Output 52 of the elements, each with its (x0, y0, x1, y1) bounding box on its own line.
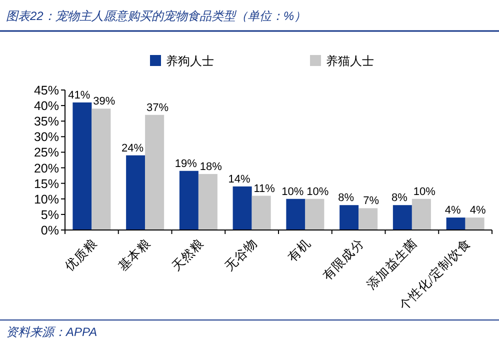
bar (145, 114, 164, 230)
y-tick-label: 40% (34, 99, 59, 114)
data-label: 10% (306, 186, 329, 198)
bar (340, 205, 359, 230)
x-tick-label: 基本粮 (116, 236, 154, 274)
y-tick-label: 25% (34, 146, 59, 160)
data-label: 14% (228, 173, 251, 186)
chart-title: 图表22：宠物主人愿意购买的宠物食品类型（单位：%） (6, 9, 306, 23)
data-label: 41% (68, 89, 90, 102)
y-tick-label: 20% (34, 161, 59, 176)
bar (232, 186, 252, 230)
data-label: 4% (444, 204, 461, 217)
text: 资料来源：APPA (6, 325, 98, 339)
data-label: 18% (200, 161, 222, 173)
bar (392, 205, 412, 230)
data-label: 39% (93, 96, 116, 108)
x-tick-label: 有限成分 (320, 236, 367, 283)
y-tick-label: 0% (40, 224, 59, 238)
y-tick-label: 10% (34, 192, 59, 206)
y-tick-label: 45% (34, 84, 59, 98)
bar (92, 108, 111, 230)
data-label: 24% (122, 142, 144, 154)
x-tick-label: 天然粮 (169, 236, 207, 274)
data-label: 8% (338, 192, 354, 204)
y-tick-label: 15% (34, 176, 59, 191)
x-tick-label: 有机 (285, 236, 314, 265)
bar (179, 170, 198, 230)
data-label: 37% (146, 102, 169, 114)
bar (286, 198, 306, 230)
bar (465, 218, 484, 230)
y-tick-label: 5% (40, 208, 59, 222)
legend-label: 养猫人士 (326, 54, 374, 68)
data-label: 19% (174, 158, 198, 170)
bar (72, 102, 92, 230)
bar (126, 155, 146, 230)
data-label: 4% (470, 204, 486, 217)
data-label: 10% (282, 186, 304, 198)
x-tick-label: 优质粮 (62, 236, 100, 274)
bar (412, 198, 431, 230)
data-label: 10% (413, 186, 436, 198)
y-tick-label: 35% (34, 114, 59, 129)
y-tick-label: 30% (34, 130, 59, 144)
data-label: 8% (391, 192, 408, 204)
bar (446, 218, 466, 230)
data-label: 7% (363, 195, 380, 208)
bar (198, 174, 218, 230)
x-tick-label: 无谷物 (222, 236, 260, 274)
data-label: 11% (254, 182, 276, 195)
bar (305, 198, 324, 230)
legend-label: 养狗人士 (166, 54, 214, 68)
bar (252, 196, 271, 230)
bar (358, 208, 378, 230)
